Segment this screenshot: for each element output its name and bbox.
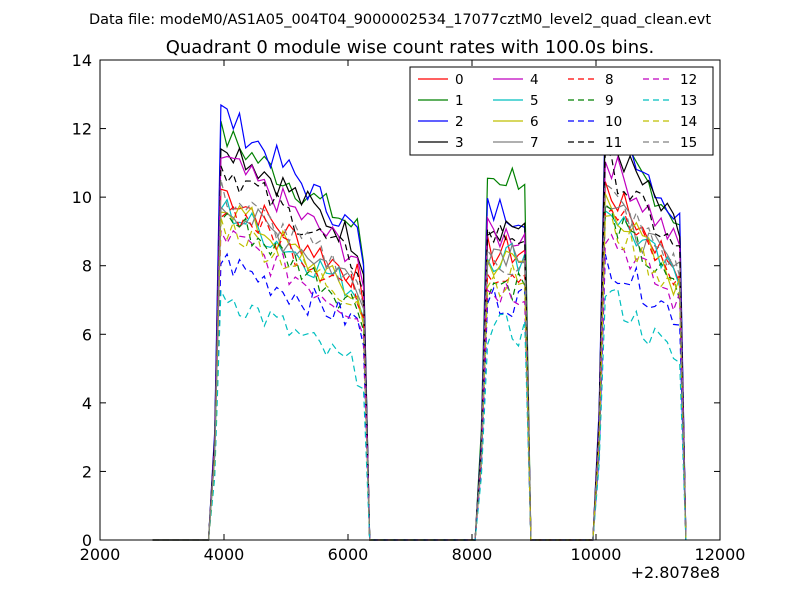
x-tick-label: 8000	[452, 545, 493, 564]
series-line-3	[152, 122, 687, 541]
legend-label-6: 6	[530, 114, 539, 130]
legend-label-7: 7	[530, 135, 539, 151]
legend-label-5: 5	[530, 93, 539, 109]
x-tick-label: 6000	[328, 545, 369, 564]
legend-label-3: 3	[455, 135, 464, 151]
legend-label-10: 10	[605, 114, 622, 130]
legend-label-9: 9	[605, 93, 614, 109]
x-tick-label: 2000	[80, 545, 121, 564]
legend-label-12: 12	[680, 72, 697, 88]
y-tick-label: 10	[72, 188, 92, 207]
legend-label-15: 15	[680, 135, 697, 151]
series-line-15	[152, 179, 687, 541]
series-line-14	[152, 214, 687, 541]
series-line-10	[152, 252, 687, 541]
x-offset-label: +2.8078e8	[631, 563, 720, 582]
y-tick-label: 14	[72, 51, 92, 70]
y-tick-label: 6	[82, 325, 92, 344]
legend-label-4: 4	[530, 72, 539, 88]
data-file-label: Data file: modeM0/AS1A05_004T04_90000025…	[89, 12, 711, 28]
plot-area	[152, 103, 687, 541]
series-line-5	[152, 198, 687, 541]
series-line-11	[152, 148, 687, 541]
series-line-12	[152, 228, 687, 541]
legend-label-0: 0	[455, 72, 464, 88]
x-tick-label: 10000	[571, 545, 622, 564]
legend-label-1: 1	[455, 93, 464, 109]
series-line-6	[152, 193, 687, 541]
y-tick-label: 8	[82, 257, 92, 276]
y-tick-label: 0	[82, 531, 92, 550]
chart-title: Quadrant 0 module wise count rates with …	[166, 37, 655, 58]
series-line-2	[152, 103, 687, 541]
series-line-4	[152, 155, 687, 541]
y-tick-label: 12	[72, 120, 92, 139]
legend-label-13: 13	[680, 93, 697, 109]
legend-label-8: 8	[605, 72, 614, 88]
legend-box	[409, 66, 714, 156]
legend-label-2: 2	[455, 114, 464, 130]
y-tick-label: 2	[82, 462, 92, 481]
x-tick-label: 4000	[204, 545, 245, 564]
legend-label-14: 14	[680, 114, 697, 130]
axes-frame	[99, 59, 721, 541]
y-tick-label: 4	[82, 394, 92, 413]
legend-label-11: 11	[605, 135, 622, 151]
series-line-0	[152, 181, 687, 541]
series-line-8	[152, 206, 687, 541]
x-tick-label: 12000	[695, 545, 746, 564]
series-line-13	[152, 288, 687, 541]
